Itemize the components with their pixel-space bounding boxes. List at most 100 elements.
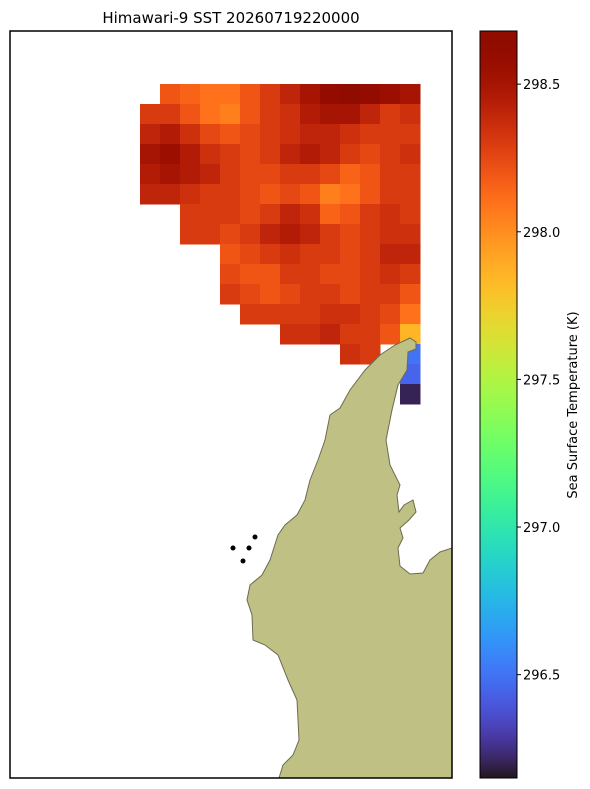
colorbar-tick-label: 297.0 xyxy=(523,521,560,536)
sst-cell xyxy=(380,224,401,245)
sst-cell xyxy=(220,164,241,185)
sst-cell xyxy=(220,84,241,105)
map-frame xyxy=(9,30,453,779)
sst-cell xyxy=(140,144,161,165)
island xyxy=(230,545,236,551)
sst-cell xyxy=(400,264,421,285)
sst-cell xyxy=(200,104,221,125)
sst-cell xyxy=(360,224,381,245)
sst-cell xyxy=(400,144,421,165)
sst-cell xyxy=(180,84,201,105)
sst-cell xyxy=(300,244,321,265)
sst-cell xyxy=(220,144,241,165)
sst-grid xyxy=(140,84,421,405)
colorbar-tick-label: 296.5 xyxy=(523,669,560,684)
sst-cell xyxy=(340,144,361,165)
sst-cell xyxy=(240,84,261,105)
sst-cell xyxy=(160,144,181,165)
sst-cell xyxy=(400,204,421,225)
sst-cell xyxy=(300,164,321,185)
sst-cell xyxy=(340,264,361,285)
sst-cell xyxy=(200,224,221,245)
sst-cell xyxy=(180,184,201,205)
sst-cell xyxy=(280,164,301,185)
sst-cell xyxy=(320,264,341,285)
sst-cell xyxy=(400,324,421,345)
sst-cell xyxy=(260,304,281,325)
sst-cell xyxy=(180,124,201,145)
sst-cell xyxy=(380,164,401,185)
sst-cell xyxy=(320,324,341,345)
sst-cell xyxy=(280,204,301,225)
sst-cell xyxy=(160,184,181,205)
sst-cell xyxy=(240,244,261,265)
sst-cell xyxy=(280,84,301,105)
sst-cell xyxy=(180,164,201,185)
sst-cell xyxy=(380,244,401,265)
sst-cell xyxy=(240,224,261,245)
sst-cell xyxy=(360,124,381,145)
sst-cell xyxy=(300,124,321,145)
sst-cell xyxy=(220,184,241,205)
sst-cell xyxy=(280,144,301,165)
sst-cell xyxy=(360,324,381,345)
sst-cell xyxy=(260,204,281,225)
island xyxy=(240,558,246,564)
sst-cell xyxy=(280,184,301,205)
sst-cell xyxy=(380,204,401,225)
sst-cell xyxy=(240,144,261,165)
sst-cell xyxy=(320,84,341,105)
sst-cell xyxy=(360,264,381,285)
island xyxy=(246,545,252,551)
sst-cell xyxy=(260,264,281,285)
sst-cell xyxy=(200,164,221,185)
sst-cell xyxy=(260,184,281,205)
sst-cell xyxy=(320,104,341,125)
sst-cell xyxy=(220,124,241,145)
sst-cell xyxy=(300,264,321,285)
colorbar xyxy=(479,30,518,779)
sst-cell xyxy=(340,204,361,225)
sst-cell xyxy=(380,284,401,305)
sst-cell xyxy=(300,84,321,105)
sst-cell xyxy=(260,124,281,145)
sst-cell xyxy=(320,124,341,145)
sst-cell xyxy=(400,184,421,205)
sst-cell xyxy=(260,244,281,265)
sst-cell xyxy=(380,184,401,205)
sst-cell xyxy=(160,124,181,145)
sst-cell xyxy=(260,284,281,305)
colorbar-tick-label: 297.5 xyxy=(523,373,560,388)
sst-cell xyxy=(340,324,361,345)
sst-cell xyxy=(320,244,341,265)
sst-cell xyxy=(200,204,221,225)
sst-cell xyxy=(380,84,401,105)
sst-cell xyxy=(280,124,301,145)
sst-cell xyxy=(260,104,281,125)
sst-cell xyxy=(340,304,361,325)
sst-cell xyxy=(360,244,381,265)
sst-cell xyxy=(160,84,181,105)
sst-cell xyxy=(300,324,321,345)
sst-cell xyxy=(240,204,261,225)
sst-cell xyxy=(280,304,301,325)
sst-cell xyxy=(300,204,321,225)
sst-cell xyxy=(180,144,201,165)
sst-cell xyxy=(360,184,381,205)
sst-cell xyxy=(140,124,161,145)
sst-cell xyxy=(300,304,321,325)
sst-cell xyxy=(400,224,421,245)
sst-cell xyxy=(280,224,301,245)
sst-cell xyxy=(340,164,361,185)
sst-cell xyxy=(400,304,421,325)
sst-cell xyxy=(400,84,421,105)
sst-cell xyxy=(280,284,301,305)
sst-cell xyxy=(220,224,241,245)
sst-cell xyxy=(380,144,401,165)
sst-cell xyxy=(160,164,181,185)
land xyxy=(246,337,452,778)
sst-cell xyxy=(200,124,221,145)
sst-cell xyxy=(200,84,221,105)
colorbar-label: Sea Surface Temperature (K) xyxy=(566,311,581,498)
